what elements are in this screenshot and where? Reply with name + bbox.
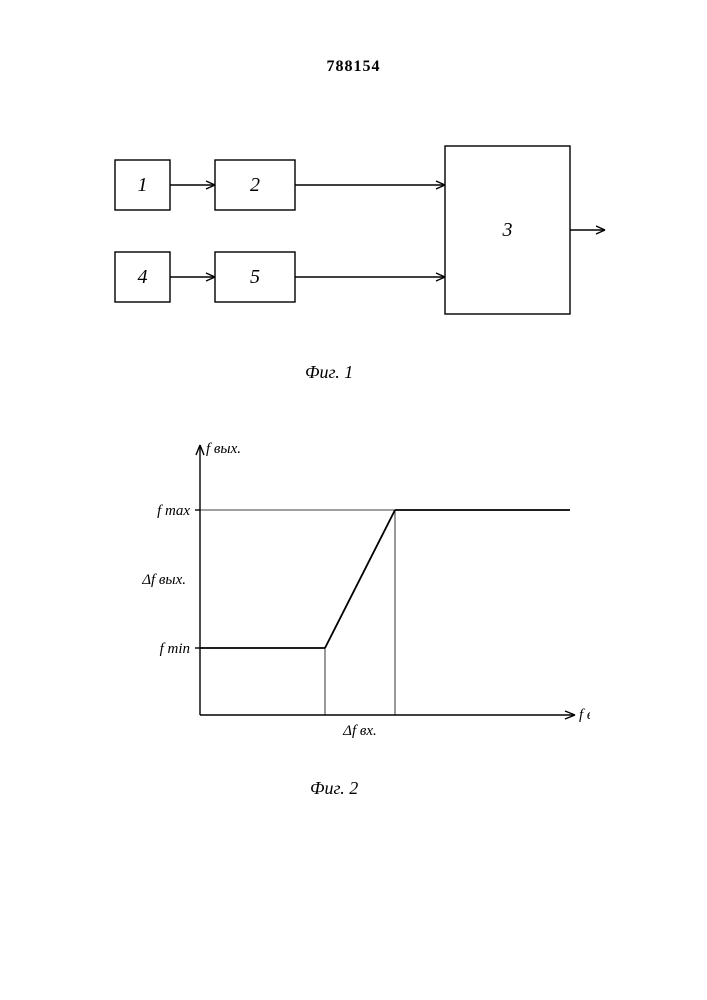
svg-text:2: 2 bbox=[250, 174, 260, 196]
svg-text:f вых.: f вых. bbox=[206, 441, 241, 457]
svg-text:f max: f max bbox=[157, 503, 190, 519]
svg-text:f вх.: f вх. bbox=[579, 707, 590, 723]
svg-text:f min: f min bbox=[160, 641, 190, 657]
figure-2-chart: f вых. f вх. f max f min Δf вых. Δf вх. bbox=[120, 430, 590, 760]
figure-2-caption: Фиг. 2 bbox=[310, 778, 358, 799]
svg-text:1: 1 bbox=[138, 174, 148, 196]
page-number: 788154 bbox=[0, 58, 707, 76]
svg-text:4: 4 bbox=[138, 266, 148, 288]
svg-text:Δf вх.: Δf вх. bbox=[342, 723, 377, 739]
figure-1-diagram: 1 2 3 4 5 bbox=[105, 140, 615, 360]
svg-text:5: 5 bbox=[250, 266, 260, 288]
svg-text:3: 3 bbox=[502, 219, 513, 241]
svg-text:Δf вых.: Δf вых. bbox=[141, 572, 186, 588]
page: 788154 1 2 3 4 5 Фиг. 1 f вых. f вх. f max f mi… bbox=[0, 0, 707, 1000]
figure-1-caption: Фиг. 1 bbox=[305, 362, 353, 383]
